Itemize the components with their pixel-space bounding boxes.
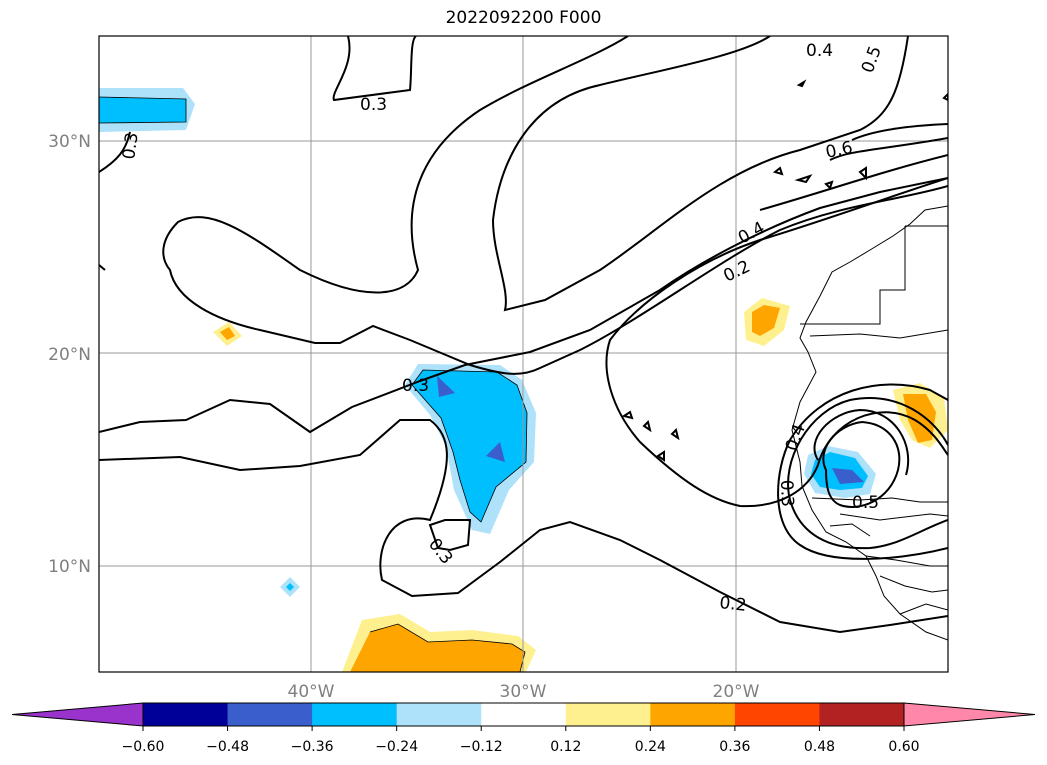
neg-anomaly-central-deep2	[486, 442, 505, 462]
colorbar-tick-label: 0.60	[888, 739, 919, 755]
neg-anomaly-central-core	[412, 370, 527, 522]
lat-label-20n: 20°N	[48, 345, 91, 365]
colorbar-segment	[565, 703, 651, 726]
lat-label-30n: 30°N	[48, 132, 91, 152]
pos-anomaly-small-core	[220, 327, 235, 340]
colorbar-segment	[143, 703, 229, 726]
colorbar-frame	[142, 702, 905, 727]
colorbar-extend-min	[11, 702, 144, 727]
lat-labels: 30°N 20°N 10°N	[48, 132, 91, 577]
contour-label: 0.2	[718, 593, 747, 616]
colorbar-segment	[227, 703, 313, 726]
colorbar-ticks: −0.60 −0.48 −0.36 −0.24 −0.12 0.12 0.24 0.36 0.4…	[122, 726, 920, 755]
filled-anomalies	[99, 88, 948, 672]
colorbar-segment	[650, 703, 736, 726]
colorbar-tick-label: −0.12	[460, 739, 503, 755]
pos-anomaly-ne-core	[752, 305, 780, 336]
contour-label: 0.3	[402, 376, 429, 396]
map-frame	[98, 35, 949, 673]
neg-anomaly-east-deep	[832, 468, 864, 484]
coastlines	[791, 205, 948, 641]
lon-label-30w: 30°W	[500, 682, 547, 702]
contour-label: 0.3	[776, 479, 797, 507]
colorbar-segment	[481, 703, 567, 726]
neg-anomaly-nw-core	[99, 97, 186, 123]
colorbar-tick-label: 0.24	[635, 739, 666, 755]
colorbar-segment	[396, 703, 482, 726]
colorbar-tick-label: 0.48	[804, 739, 835, 755]
colorbar-tick-label: −0.24	[375, 739, 418, 755]
colorbar-tick-label: −0.36	[291, 739, 334, 755]
lon-labels: 40°W 30°W 20°W	[288, 682, 760, 702]
colorbar-segment	[819, 703, 905, 726]
contour-label: 0.3	[119, 131, 143, 161]
neg-anomaly-central-deep1	[437, 376, 455, 397]
contour-label: 0.5	[852, 493, 879, 513]
contour-lines	[99, 36, 948, 634]
colorbar-segment	[734, 703, 820, 726]
lon-label-20w: 20°W	[713, 682, 760, 702]
contour-label: 0.3	[360, 95, 387, 115]
colorbar-tick-label: 0.12	[550, 739, 581, 755]
colorbar-tick-label: 0.36	[719, 739, 750, 755]
colorbar-tick-label: −0.60	[122, 739, 165, 755]
lon-label-40w: 40°W	[288, 682, 335, 702]
colorbar-tick-label: −0.48	[206, 739, 249, 755]
colorbar-segment	[312, 703, 398, 726]
colorbar-segments	[11, 702, 1036, 727]
map-plot-area: 0.3 0.4 0.5 0.6 0.4 0.2 0.3 0.3 0.3 0.2 …	[99, 36, 948, 672]
neg-anomaly-small-core	[286, 583, 294, 591]
lat-label-10n: 10°N	[48, 557, 91, 577]
contour-label: 0.4	[806, 41, 833, 61]
colorbar: −0.60 −0.48 −0.36 −0.24 −0.12 0.12 0.24 0.36 0.4…	[11, 702, 1036, 755]
map-title: 2022092200 F000	[445, 8, 602, 28]
colorbar-extend-max	[903, 702, 1036, 727]
pos-anomaly-south-core	[350, 624, 525, 672]
